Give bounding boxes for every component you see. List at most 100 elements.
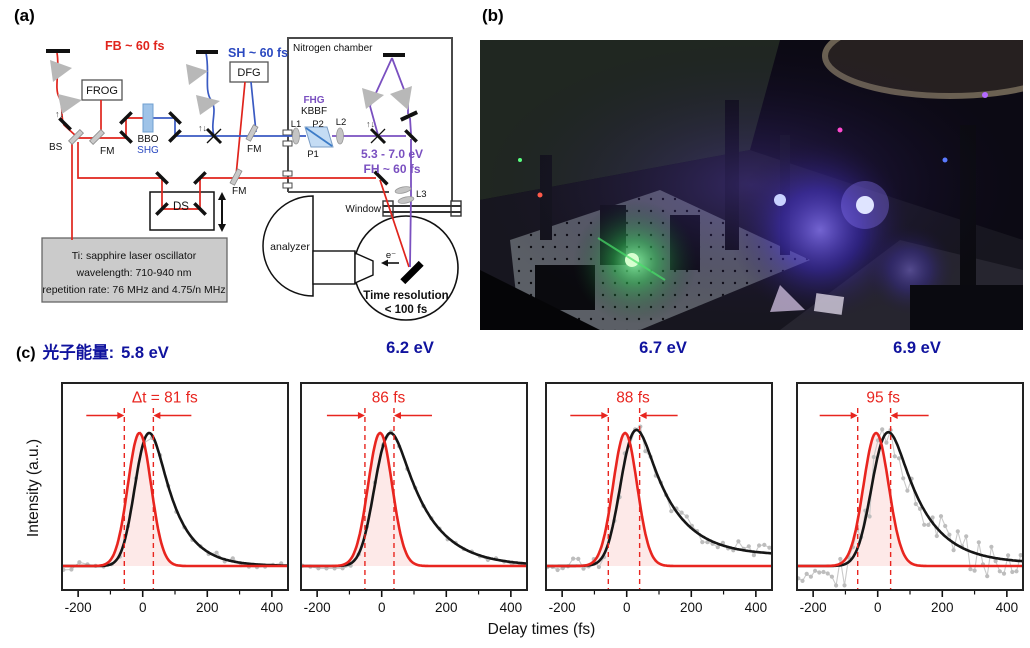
measured-data-point <box>997 569 1002 574</box>
measured-data-point <box>922 522 927 527</box>
fhg-label: FHG <box>303 95 324 106</box>
plot-frame <box>61 382 289 591</box>
fm3-label: FM <box>232 186 246 197</box>
optical-setup-diagram: FB ~ 60 fs FROG BS FM BBO SHG SH ~ 60 fs… <box>41 37 462 321</box>
window-assembly <box>382 200 462 217</box>
compressor-prisms <box>50 60 412 115</box>
p2-label: P2 <box>312 119 324 130</box>
x-tick-label: 0 <box>874 600 882 615</box>
cc-plot: Δt = 81 fs -200 0 200 400 <box>60 382 290 625</box>
analyzer-label: analyzer <box>270 241 310 253</box>
x-tick-label: 400 <box>996 600 1019 615</box>
time-resolution-label-2: < 100 fs <box>385 304 428 316</box>
sh-label: SH ~ 60 fs <box>228 46 288 60</box>
x-tick-label: 200 <box>680 600 703 615</box>
cc-plot: 95 fs -200 0 200 400 <box>795 382 1025 625</box>
measured-data-point <box>736 539 741 544</box>
plot-frame <box>545 382 773 591</box>
measured-data-point <box>679 510 684 515</box>
measured-data-point <box>751 553 756 558</box>
fm1-label: FM <box>100 146 114 157</box>
measured-data-point <box>955 529 960 534</box>
dt-arrowhead-right <box>153 412 161 419</box>
measured-data-point <box>871 454 876 460</box>
measured-data-point <box>834 583 839 588</box>
measured-data-point <box>324 566 329 571</box>
measured-data-point <box>947 532 952 537</box>
measured-data-point <box>77 560 82 565</box>
measured-data-point <box>1001 571 1007 576</box>
dfg-label: DFG <box>237 67 260 79</box>
dt-arrowhead-left <box>601 412 609 419</box>
panel-c-label: (c) <box>16 345 36 362</box>
dt-arrowhead-right <box>393 412 401 419</box>
measured-data-point <box>746 544 751 549</box>
p1-label: P1 <box>307 149 319 160</box>
measured-data-point <box>989 544 994 549</box>
panel-a-label: (a) <box>14 6 35 25</box>
measured-data-point <box>1014 569 1019 574</box>
analyzer-hemisphere <box>262 195 314 297</box>
mirrors <box>46 49 419 216</box>
measured-data-point <box>913 501 918 507</box>
frog-label: FROG <box>86 85 118 97</box>
measured-data-point <box>976 540 981 545</box>
x-tick-label: 400 <box>745 600 768 615</box>
red-indicator-dot <box>537 192 543 198</box>
measured-data-point <box>571 556 576 561</box>
dt-annotation: 88 fs <box>616 390 650 407</box>
measured-data-point <box>825 571 830 576</box>
irf-curve-red <box>299 431 529 568</box>
measured-data-point <box>808 574 813 579</box>
blue-scatter-glow <box>730 140 910 320</box>
lenses <box>292 127 415 204</box>
x-tick-label: 0 <box>139 600 147 615</box>
measured-data-point <box>867 514 872 519</box>
l2-label: L2 <box>336 117 347 128</box>
flip-mirror-x-mounts <box>205 127 387 145</box>
dt-arrowhead-left <box>117 412 125 419</box>
irf-fill-area <box>797 433 1023 566</box>
photo-card <box>813 293 845 315</box>
x-tick-label: 200 <box>435 600 458 615</box>
measured-data-point <box>715 545 720 550</box>
flip-icon: ↑↓ <box>198 123 207 133</box>
irf-curve-red <box>795 431 1025 568</box>
cc-plot-svg: Δt = 81 fs -200 0 200 400 <box>60 382 290 615</box>
x-tick-label: 200 <box>196 600 219 615</box>
measured-data-point <box>762 542 767 547</box>
blue-beam-spot <box>856 196 874 214</box>
measured-data-point <box>1006 553 1011 558</box>
ev-range-label: 5.3 - 7.0 eV <box>361 147 423 161</box>
irf-fill-area <box>546 433 772 566</box>
measured-data-point <box>669 509 674 514</box>
measured-data-point <box>938 514 944 519</box>
measured-data-point <box>214 550 219 555</box>
bbo-crystal <box>142 103 154 133</box>
analyzer-nozzle <box>312 250 356 285</box>
laser-box-line3: repetition rate: 76 MHz and 4.75/n MHz <box>42 284 225 296</box>
laser-box-line1: Ti: sapphire laser oscillator <box>72 250 197 262</box>
measured-data-point <box>901 476 906 481</box>
measured-data-point <box>985 574 990 579</box>
measured-data-point <box>943 523 948 529</box>
dt-annotation: 95 fs <box>866 390 900 407</box>
plot-frame <box>796 382 1024 591</box>
fm2-label: FM <box>247 144 261 155</box>
irf-curve-red <box>544 431 774 568</box>
flip-icon: ↑↓ <box>55 109 64 119</box>
analyzer-cone <box>354 251 374 285</box>
measured-data-point <box>576 556 581 561</box>
measured-data-point <box>829 574 834 579</box>
laser-box-line2: wavelength: 710-940 nm <box>76 267 192 279</box>
photon-energy-4: 6.9 eV <box>893 339 941 357</box>
measured-data-point <box>1018 553 1023 558</box>
cc-plot: 86 fs -200 0 200 400 <box>299 382 529 625</box>
laser-oscillator-box <box>41 237 228 303</box>
x-tick-label: -200 <box>65 600 92 615</box>
measured-data-point <box>804 571 809 576</box>
measured-data-point <box>842 583 847 588</box>
x-tick-label: 400 <box>500 600 523 615</box>
shg-label: SHG <box>137 145 159 156</box>
measured-data-point <box>1010 569 1015 575</box>
